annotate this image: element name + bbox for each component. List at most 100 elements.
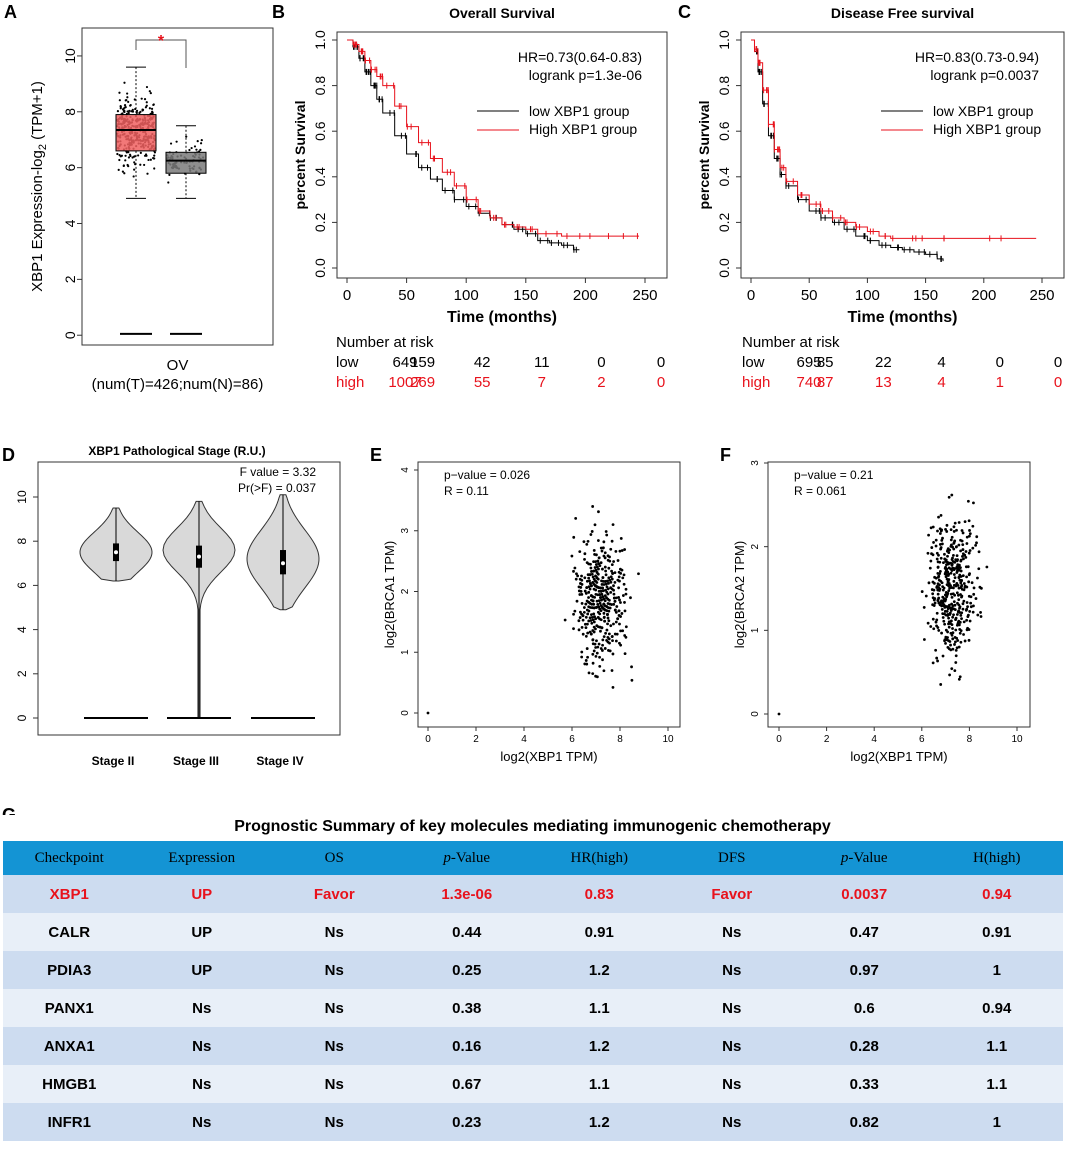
scatter-point bbox=[967, 573, 971, 577]
risk-value: 4 bbox=[937, 374, 945, 391]
data-point bbox=[145, 85, 149, 89]
scatter-point bbox=[607, 632, 611, 636]
scatter-point bbox=[951, 637, 955, 641]
scatter-point bbox=[605, 533, 609, 537]
scatter-point bbox=[611, 685, 615, 689]
significance-star: * bbox=[158, 33, 165, 50]
scatter-point bbox=[970, 581, 974, 585]
scatter-point bbox=[591, 575, 595, 579]
scatter-point bbox=[936, 560, 940, 564]
scatter-point bbox=[595, 585, 599, 589]
scatter-point bbox=[969, 595, 973, 599]
scatter-point bbox=[593, 566, 597, 569]
risk-value: 11 bbox=[534, 354, 550, 371]
data-point bbox=[153, 157, 156, 160]
scatter-point bbox=[600, 579, 603, 583]
scatter-point bbox=[606, 558, 610, 562]
scatter-point bbox=[947, 566, 951, 570]
scatter-point bbox=[935, 656, 939, 660]
scatter-point bbox=[927, 581, 931, 585]
table-cell: 0.94 bbox=[930, 875, 1063, 913]
box-tumor bbox=[115, 114, 157, 152]
scatter-point bbox=[946, 580, 950, 584]
scatter-point bbox=[962, 582, 966, 585]
scatter-point bbox=[955, 613, 959, 616]
data-point bbox=[149, 92, 152, 95]
scatter-point bbox=[614, 620, 618, 624]
scatter-point bbox=[584, 591, 588, 595]
data-point bbox=[133, 98, 136, 101]
scatter-point bbox=[603, 551, 607, 555]
data-point bbox=[132, 155, 136, 158]
scatter-point bbox=[609, 580, 613, 584]
scatter-point bbox=[597, 599, 601, 603]
scatter-point bbox=[583, 552, 587, 556]
scatter-point bbox=[572, 627, 575, 631]
scatter-point bbox=[934, 538, 938, 542]
p-value: p−value = 0.21 bbox=[794, 468, 874, 482]
scatter-point bbox=[614, 639, 618, 643]
y-tick-label: 4 bbox=[62, 219, 78, 227]
scatter-point bbox=[588, 579, 591, 583]
scatter-point bbox=[595, 639, 598, 643]
data-point bbox=[131, 108, 134, 111]
scatter-point bbox=[615, 632, 619, 636]
scatter-point bbox=[579, 582, 582, 585]
data-point bbox=[140, 97, 143, 100]
scatter-point bbox=[609, 575, 613, 579]
scatter-point bbox=[602, 540, 606, 544]
scatter-point bbox=[952, 525, 956, 529]
scatter-point bbox=[630, 665, 633, 669]
table-cell: Ns bbox=[268, 1065, 401, 1103]
y-tick-label: 1 bbox=[400, 649, 411, 655]
data-point bbox=[141, 108, 144, 111]
y-tick-label: 0 bbox=[750, 711, 761, 717]
scatter-point bbox=[947, 603, 951, 607]
scatter-point bbox=[924, 594, 928, 598]
scatter-point bbox=[577, 619, 581, 623]
scatter-point bbox=[607, 649, 610, 652]
scatter-point bbox=[594, 646, 598, 649]
scatter-point bbox=[955, 528, 958, 532]
scatter-point bbox=[956, 639, 960, 642]
scatter-point bbox=[604, 631, 607, 635]
scatter-point bbox=[960, 587, 964, 591]
scatter-point bbox=[959, 569, 963, 573]
data-point bbox=[121, 170, 125, 173]
scatter-point bbox=[955, 569, 959, 573]
scatter-point bbox=[610, 563, 614, 567]
scatter-point bbox=[592, 549, 596, 552]
scatter-point bbox=[943, 566, 947, 570]
scatter-point bbox=[611, 572, 615, 575]
scatter-point bbox=[599, 561, 603, 565]
risk-value: 649 bbox=[392, 354, 417, 371]
data-point bbox=[138, 111, 141, 115]
scatter-point bbox=[601, 658, 604, 662]
table-row: ANXA1 Ns Ns 0.16 1.2 Ns 0.28 1.1 bbox=[3, 1027, 1063, 1065]
risk-row-label-high: high bbox=[742, 374, 770, 391]
scatter-point bbox=[599, 629, 602, 633]
y-tick-label: 0.0 bbox=[716, 258, 732, 278]
scatter-point bbox=[600, 583, 604, 586]
scatter-point bbox=[583, 576, 587, 580]
scatter-point bbox=[972, 586, 976, 590]
scatter-point bbox=[573, 566, 577, 570]
scatter-point bbox=[608, 578, 612, 582]
scatter-point bbox=[617, 575, 621, 579]
scatter-point bbox=[951, 615, 955, 619]
scatter-point bbox=[618, 622, 621, 626]
scatter-point bbox=[578, 550, 582, 553]
data-point bbox=[127, 150, 130, 154]
x-tick-label: 250 bbox=[1029, 287, 1054, 304]
scatter-point bbox=[947, 622, 950, 626]
scatter-point bbox=[939, 546, 943, 549]
x-tick-label: 150 bbox=[913, 287, 938, 304]
table-cell: Ns bbox=[268, 913, 401, 951]
scatter-point bbox=[974, 597, 978, 600]
scatter-point bbox=[945, 595, 948, 599]
y-axis-label: log2(BRCA1 TPM) bbox=[382, 541, 397, 648]
x-tick-label: 250 bbox=[632, 287, 657, 304]
scatter-point bbox=[616, 559, 620, 562]
checkpoint-cell: HMGB1 bbox=[3, 1065, 136, 1103]
scatter-point bbox=[597, 605, 601, 609]
